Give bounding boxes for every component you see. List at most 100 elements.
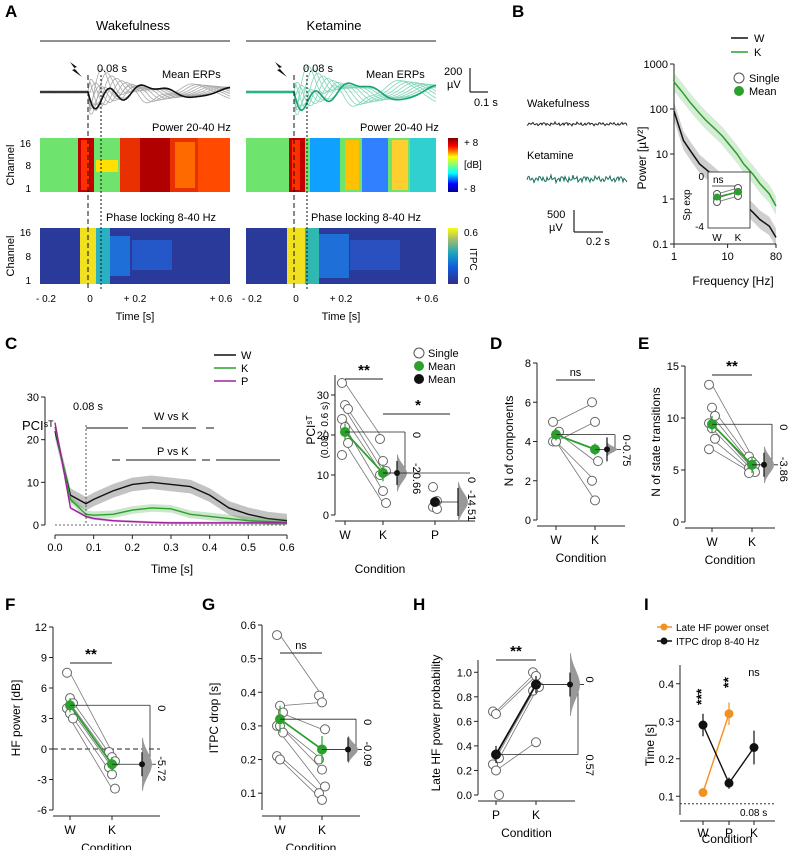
y-axis-label: N of components xyxy=(502,396,516,487)
erp-wakefulness xyxy=(39,68,231,115)
xlabel-time: Time [s] xyxy=(322,311,361,323)
single-point xyxy=(548,416,558,427)
paired-line xyxy=(711,384,753,457)
y-tick-label: 0.1 xyxy=(241,788,256,800)
x-tick-label: K xyxy=(379,528,387,542)
y-tick-label: 30 xyxy=(27,392,39,404)
cbar-power-unit: [dB] xyxy=(464,160,482,171)
scale-amp-unit: µV xyxy=(447,79,461,91)
paired-line xyxy=(344,442,384,504)
paired-line xyxy=(495,675,537,715)
xtick: - 0.2 xyxy=(242,294,262,305)
erp-single-trace xyxy=(39,68,231,112)
single-point xyxy=(707,402,717,413)
single-point xyxy=(491,765,501,776)
inset-ylabel: Sp exp xyxy=(682,189,693,221)
diff-label-value: -5.72 xyxy=(155,756,167,781)
x-tick-label: 10 xyxy=(721,251,733,263)
y-tick-label: 1 xyxy=(662,194,668,206)
single-point xyxy=(590,416,600,427)
sig-label: * xyxy=(415,397,421,414)
single-point xyxy=(378,486,388,496)
row-title-itpc-k: Phase locking 8-40 Hz xyxy=(311,212,421,224)
diff-label-value: -0.75 xyxy=(620,441,632,466)
row-title-power-w: Power 20-40 Hz xyxy=(152,122,231,134)
x-tick-label: P xyxy=(725,826,733,840)
xlabel-time: Time [s] xyxy=(116,311,155,323)
legend-marker-mean-k xyxy=(414,361,424,371)
single-point xyxy=(343,438,353,448)
stimulus-bolt-icon xyxy=(275,62,287,77)
x-axis-label: Condition xyxy=(501,826,552,840)
single-point xyxy=(110,783,120,794)
row-title-erp-k: Mean ERPs xyxy=(366,69,425,81)
pci-line-w xyxy=(54,430,288,522)
y-tick-label: 0.8 xyxy=(457,692,472,704)
xtick: + 0.2 xyxy=(124,294,147,305)
ytick-8: 8 xyxy=(25,252,31,263)
series-point xyxy=(698,788,708,797)
legend-marker-late-hf xyxy=(660,623,668,631)
single-point xyxy=(593,456,603,467)
paired-line xyxy=(69,672,113,753)
single-point xyxy=(275,754,285,765)
diff-distribution xyxy=(570,653,580,717)
x-tick-label: W xyxy=(339,528,351,542)
marker-label: 0.08 s xyxy=(73,401,103,413)
y-tick-label: 0 xyxy=(33,520,39,532)
sig-label: ** xyxy=(358,362,370,379)
diff-label-zero: 0 xyxy=(777,424,789,430)
y-tick-label: 1000 xyxy=(644,59,668,71)
x-tick-label: K xyxy=(748,535,756,549)
panel-c: C 30 20 10 0 0.0 0.1 0.2 0.3 0.4 0.5 0.6 PCIˢᵀ Tim… xyxy=(5,334,477,576)
ytick-1: 1 xyxy=(25,184,31,195)
y-tick-label: 0.4 xyxy=(457,741,472,753)
y-tick-label: 5 xyxy=(673,465,679,477)
sig-label: ns xyxy=(295,640,307,652)
ylabel-channel: Channel xyxy=(5,236,17,277)
y-tick-label: 2 xyxy=(525,476,531,488)
paired-line xyxy=(711,428,753,471)
legend-p: P xyxy=(241,376,248,388)
panel-f: F 12 9 6 3 0 -3 -6 W K HF power [dB] Condition 0 -5.7… xyxy=(5,595,167,850)
single-point xyxy=(378,456,388,466)
pci-timecourse-lines xyxy=(54,421,288,525)
xtick: + 0.6 xyxy=(210,294,233,305)
paired-line xyxy=(495,686,537,759)
mean-line xyxy=(279,718,323,751)
x-tick-label: W xyxy=(706,535,718,549)
paired-line xyxy=(279,701,323,707)
y-tick-label: 0 xyxy=(41,744,47,756)
y-tick-label: 0.2 xyxy=(241,755,256,767)
diff-distribution xyxy=(142,737,152,791)
y-tick-label: 0.2 xyxy=(659,754,674,766)
legend-marker-itpc xyxy=(660,637,668,645)
marker-label: 0.08 s xyxy=(740,808,767,819)
diff-label-value: -20.66 xyxy=(410,463,422,494)
scale-amp-unit: µV xyxy=(549,222,563,234)
ytick-16: 16 xyxy=(20,228,32,239)
xlabel-frequency: Frequency [Hz] xyxy=(692,274,773,288)
power-heatmap-ketamine xyxy=(246,138,436,192)
y-tick-label: 100 xyxy=(650,104,668,116)
x-axis-a: - 0.2 0 + 0.2 + 0.6 - 0.2 0 + 0.2 + 0.6 xyxy=(36,294,439,305)
panel-label-i: I xyxy=(644,595,649,614)
xtick: + 0.2 xyxy=(330,294,353,305)
legend-k: K xyxy=(754,47,762,59)
ylabel-pci-sub: (0.08 - 0.6 s) xyxy=(320,402,331,459)
x-tick-label: K xyxy=(591,533,599,547)
x-tick-label: K xyxy=(750,826,758,840)
sig-label: ns xyxy=(570,367,582,379)
pci-line-k xyxy=(54,426,288,524)
y-tick-label: 0 xyxy=(323,510,329,522)
y-tick-label: 10 xyxy=(656,149,668,161)
y-tick-label: -3 xyxy=(37,775,47,787)
panel-label-f: F xyxy=(5,595,15,614)
y-tick-label: 0.6 xyxy=(457,716,472,728)
colorbar-power xyxy=(448,138,458,192)
y-tick-label: 0 xyxy=(525,515,531,527)
diff-label-zero: 0 xyxy=(155,705,167,711)
diff-label-value: 0 xyxy=(583,677,595,683)
single-point xyxy=(62,667,72,678)
